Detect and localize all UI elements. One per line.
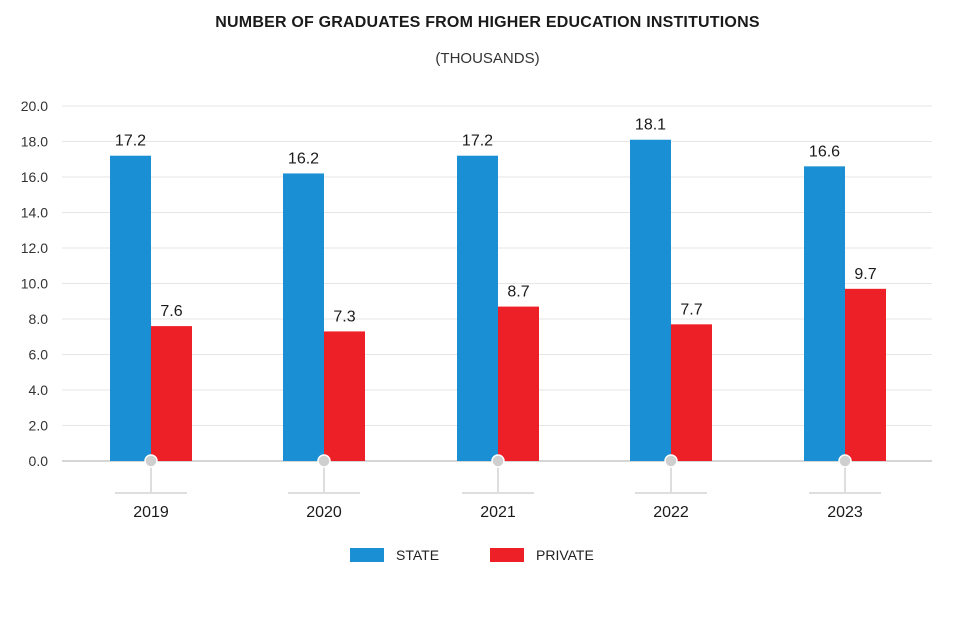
legend-label-state: STATE (396, 547, 440, 563)
bar-private-2020 (324, 331, 365, 461)
bar-private-2019 (151, 326, 192, 461)
chart-title: NUMBER OF GRADUATES FROM HIGHER EDUCATIO… (215, 14, 760, 31)
chart-subtitle: (THOUSANDS) (435, 50, 540, 67)
data-label-state-2019: 17.2 (115, 133, 146, 150)
data-label-private-2021: 8.7 (507, 284, 529, 301)
x-axis-ticks: 2019 2020 2021 2022 2023 (115, 454, 881, 521)
data-label-private-2022: 7.7 (680, 301, 702, 318)
x-axis-marker (838, 454, 852, 468)
y-tick-label: 20.0 (21, 98, 48, 114)
gridlines (62, 105, 932, 462)
y-tick-label: 6.0 (29, 347, 49, 363)
x-axis-marker (317, 454, 331, 468)
x-tick-label: 2019 (133, 504, 169, 521)
bar-state-2021 (457, 155, 498, 461)
data-label-private-2019: 7.6 (160, 303, 182, 320)
bar-private-2021 (498, 306, 539, 461)
data-label-state-2023: 16.6 (809, 143, 840, 160)
y-tick-label: 8.0 (29, 311, 49, 327)
bar-private-2023 (845, 288, 886, 461)
bar-state-2022 (630, 139, 671, 461)
legend-label-private: PRIVATE (536, 547, 594, 563)
x-tick-label: 2022 (653, 504, 689, 521)
legend-swatch-state (350, 548, 384, 562)
y-tick-label: 10.0 (21, 276, 48, 292)
y-tick-label: 18.0 (21, 134, 48, 150)
y-axis-ticks: 0.0 2.0 4.0 6.0 8.0 10.0 12.0 14.0 16.0 18.0 20.0 (21, 98, 48, 469)
y-tick-label: 14.0 (21, 205, 48, 221)
x-axis-marker (144, 454, 158, 468)
bar-private-2022 (671, 324, 712, 461)
y-tick-label: 0.0 (29, 453, 49, 469)
x-tick-label: 2023 (827, 504, 863, 521)
bar-state-2023 (804, 166, 845, 461)
y-tick-label: 16.0 (21, 169, 48, 185)
y-tick-label: 4.0 (29, 382, 49, 398)
bars (110, 139, 886, 461)
data-label-state-2021: 17.2 (462, 133, 493, 150)
legend: STATE PRIVATE (0, 547, 975, 567)
y-tick-label: 2.0 (29, 418, 49, 434)
x-tick-label: 2021 (480, 504, 516, 521)
bar-state-2020 (283, 173, 324, 461)
data-label-state-2020: 16.2 (288, 150, 319, 167)
y-tick-label: 12.0 (21, 240, 48, 256)
x-axis-marker (664, 454, 678, 468)
legend-swatch-private (490, 548, 524, 562)
legend-item-state: STATE (350, 547, 439, 563)
legend-item-private: PRIVATE (490, 547, 594, 563)
data-label-private-2020: 7.3 (333, 308, 355, 325)
x-tick-label: 2020 (306, 504, 342, 521)
x-axis-marker (491, 454, 505, 468)
data-label-state-2022: 18.1 (635, 117, 666, 134)
data-label-private-2023: 9.7 (854, 266, 876, 283)
data-labels: 17.2 16.2 17.2 18.1 16.6 7.6 7.3 8.7 7.7 9.7 (115, 117, 877, 326)
bar-state-2019 (110, 155, 151, 461)
